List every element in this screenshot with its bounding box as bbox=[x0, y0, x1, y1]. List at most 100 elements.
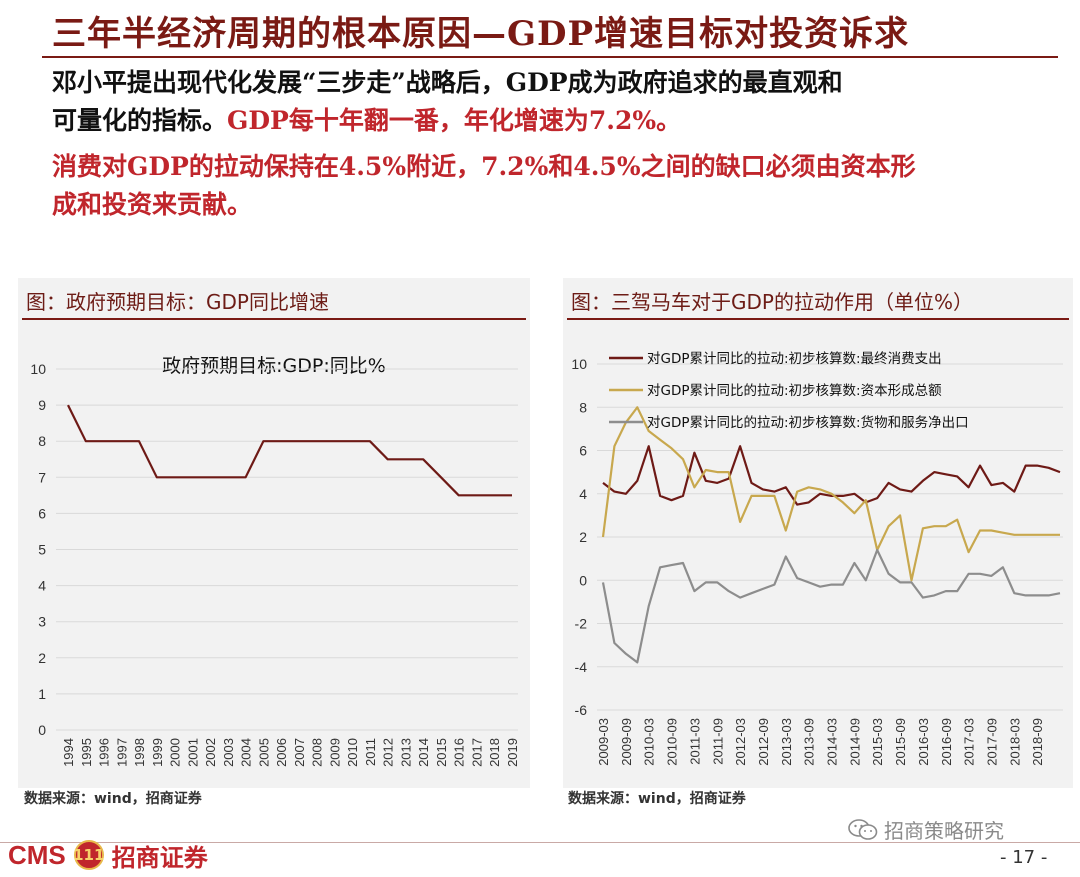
x-tick-label: 1994 bbox=[61, 738, 76, 767]
panel-divider bbox=[567, 318, 1069, 320]
x-tick-label: 2017-03 bbox=[962, 718, 977, 766]
y-tick-label: 0 bbox=[579, 572, 587, 588]
y-tick-label: 1 bbox=[38, 686, 46, 702]
y-tick-label: 3 bbox=[38, 614, 46, 630]
three-drivers-panel-title: 图：三驾马车对于GDP的拉动作用（单位%） bbox=[571, 290, 973, 314]
y-tick-label: 0 bbox=[38, 722, 46, 738]
series-line-1 bbox=[67, 404, 512, 497]
x-tick-label: 2012 bbox=[381, 738, 396, 767]
x-tick-label: 2018 bbox=[487, 738, 502, 767]
x-tick-label: 2015-09 bbox=[893, 718, 908, 766]
y-tick-label: 9 bbox=[38, 397, 46, 413]
series-line-1 bbox=[602, 445, 1061, 506]
x-tick-label: 1998 bbox=[132, 738, 147, 767]
legend-label-3: 对GDP累计同比的拉动:初步核算数:货物和服务净出口 bbox=[647, 414, 969, 431]
x-tick-label: 2016-03 bbox=[916, 718, 931, 766]
y-tick-label: 4 bbox=[38, 578, 46, 594]
x-tick-label: 1995 bbox=[79, 738, 94, 767]
logo-company-name: 招商证券 bbox=[111, 842, 208, 872]
x-tick-label: 2014-09 bbox=[847, 718, 862, 766]
y-tick-label: 8 bbox=[38, 433, 46, 449]
logo-badge-icon: 111 bbox=[73, 840, 104, 870]
y-tick-label: 10 bbox=[30, 361, 46, 377]
intro-line-2: 可量化的指标。GDP每十年翻一番，年化增速为7.2%。 bbox=[52, 102, 681, 140]
y-tick-label: 4 bbox=[579, 486, 587, 502]
x-tick-label: 2005 bbox=[256, 738, 271, 767]
y-tick-label: 5 bbox=[38, 542, 46, 558]
x-tick-label: 2016 bbox=[452, 738, 467, 767]
chart-title: 政府预期目标:GDP:同比% bbox=[162, 355, 386, 377]
x-tick-label: 1999 bbox=[150, 738, 165, 767]
x-tick-label: 2014-03 bbox=[825, 718, 840, 766]
source-note-left: 数据来源：wind，招商证券 bbox=[24, 791, 202, 807]
x-tick-label: 2018-09 bbox=[1030, 718, 1045, 766]
series-line-2 bbox=[601, 406, 1060, 582]
wechat-icon bbox=[848, 818, 878, 840]
x-tick-label: 2004 bbox=[239, 738, 254, 767]
x-tick-label: 2012-09 bbox=[756, 718, 771, 766]
y-tick-label: -4 bbox=[575, 659, 588, 675]
x-tick-label: 2006 bbox=[274, 738, 289, 767]
y-tick-label: 2 bbox=[38, 650, 46, 666]
legend-label-1: 对GDP累计同比的拉动:初步核算数:最终消费支出 bbox=[647, 350, 942, 367]
x-tick-label: 2009 bbox=[327, 738, 342, 767]
x-tick-label: 2017-09 bbox=[984, 718, 999, 766]
series-line-3 bbox=[601, 548, 1061, 664]
y-tick-label: 2 bbox=[579, 529, 587, 545]
y-tick-label: 10 bbox=[571, 356, 587, 372]
three-drivers-panel: 图：三驾马车对于GDP的拉动作用（单位%） -6 -4 -2 0 2 4 6 8 10 2009-… bbox=[563, 278, 1073, 788]
x-tick-label: 2008 bbox=[310, 738, 325, 767]
x-tick-label: 2018-03 bbox=[1007, 718, 1022, 766]
intro-line-2-black: 可量化的指标。 bbox=[52, 106, 228, 135]
x-tick-label: 2011-03 bbox=[687, 718, 702, 765]
panel-divider bbox=[22, 318, 526, 320]
x-tick-label: 2009-09 bbox=[619, 718, 634, 766]
three-drivers-chart: -6 -4 -2 0 2 4 6 8 10 2009-03 2009-09 2010-03 2010-0… bbox=[571, 350, 1063, 766]
x-tick-label: 2007 bbox=[292, 738, 307, 767]
x-tick-label: 1997 bbox=[114, 738, 129, 767]
x-tick-label: 2000 bbox=[168, 738, 183, 767]
x-tick-label: 2016-09 bbox=[939, 718, 954, 766]
x-tick-label: 2003 bbox=[221, 738, 236, 767]
x-tick-label: 2002 bbox=[203, 738, 218, 767]
x-tick-label: 2019 bbox=[505, 738, 520, 767]
x-tick-label: 2013 bbox=[398, 738, 413, 767]
x-tick-label: 2012-03 bbox=[733, 718, 748, 766]
x-tick-label: 2010-09 bbox=[665, 718, 680, 766]
page-title: 三年半经济周期的根本原因—GDP增速目标对投资诉求 bbox=[52, 14, 910, 54]
y-tick-label: 6 bbox=[579, 443, 587, 459]
legend-label-2: 对GDP累计同比的拉动:初步核算数:资本形成总额 bbox=[647, 382, 942, 399]
title-divider bbox=[42, 56, 1058, 58]
page-number: - 17 - bbox=[1000, 847, 1048, 868]
x-tick-label: 1996 bbox=[97, 738, 112, 767]
logo-text: CMS bbox=[8, 839, 66, 870]
y-tick-label: -2 bbox=[575, 616, 588, 632]
intro-line-2-red: GDP每十年翻一番，年化增速为7.2%。 bbox=[227, 106, 682, 135]
x-tick-label: 2013-03 bbox=[779, 718, 794, 766]
x-tick-label: 2011 bbox=[363, 738, 378, 766]
x-tick-label: 2011-09 bbox=[710, 718, 725, 765]
x-tick-label: 2017 bbox=[469, 738, 484, 767]
y-tick-label: -6 bbox=[575, 702, 588, 718]
x-tick-label: 2013-09 bbox=[802, 718, 817, 766]
x-tick-label: 2015-03 bbox=[870, 718, 885, 766]
source-note-right: 数据来源：wind，招商证券 bbox=[568, 791, 746, 807]
y-tick-label: 6 bbox=[38, 505, 46, 521]
intro-line-3: 消费对GDP的拉动保持在4.5%附近，7.2%和4.5%之间的缺口必须由资本形 bbox=[52, 152, 916, 181]
watermark-text: 招商策略研究 bbox=[884, 819, 1004, 843]
x-tick-label: 2009-03 bbox=[596, 718, 611, 766]
footer-divider bbox=[0, 842, 1080, 843]
gdp-target-panel-title: 图：政府预期目标：GDP同比增速 bbox=[26, 290, 329, 314]
intro-line-4: 成和投资来贡献。 bbox=[52, 190, 253, 219]
gdp-target-panel: 图：政府预期目标：GDP同比增速 政府预期目标:GDP:同比% 0 1 2 3 4 5 6 7 8… bbox=[18, 278, 530, 788]
cms-logo: CMS 111 招商证券 bbox=[8, 836, 208, 874]
y-tick-label: 7 bbox=[38, 469, 46, 485]
x-tick-label: 2001 bbox=[185, 738, 200, 767]
x-tick-label: 2014 bbox=[416, 738, 431, 767]
x-tick-label: 2015 bbox=[434, 738, 449, 767]
x-tick-label: 2010-03 bbox=[642, 718, 657, 766]
intro-line-1: 邓小平提出现代化发展“三步走”战略后，GDP成为政府追求的最直观和 bbox=[52, 68, 843, 97]
wechat-watermark: 招商策略研究 bbox=[848, 815, 1004, 844]
x-tick-label: 2010 bbox=[345, 738, 360, 767]
